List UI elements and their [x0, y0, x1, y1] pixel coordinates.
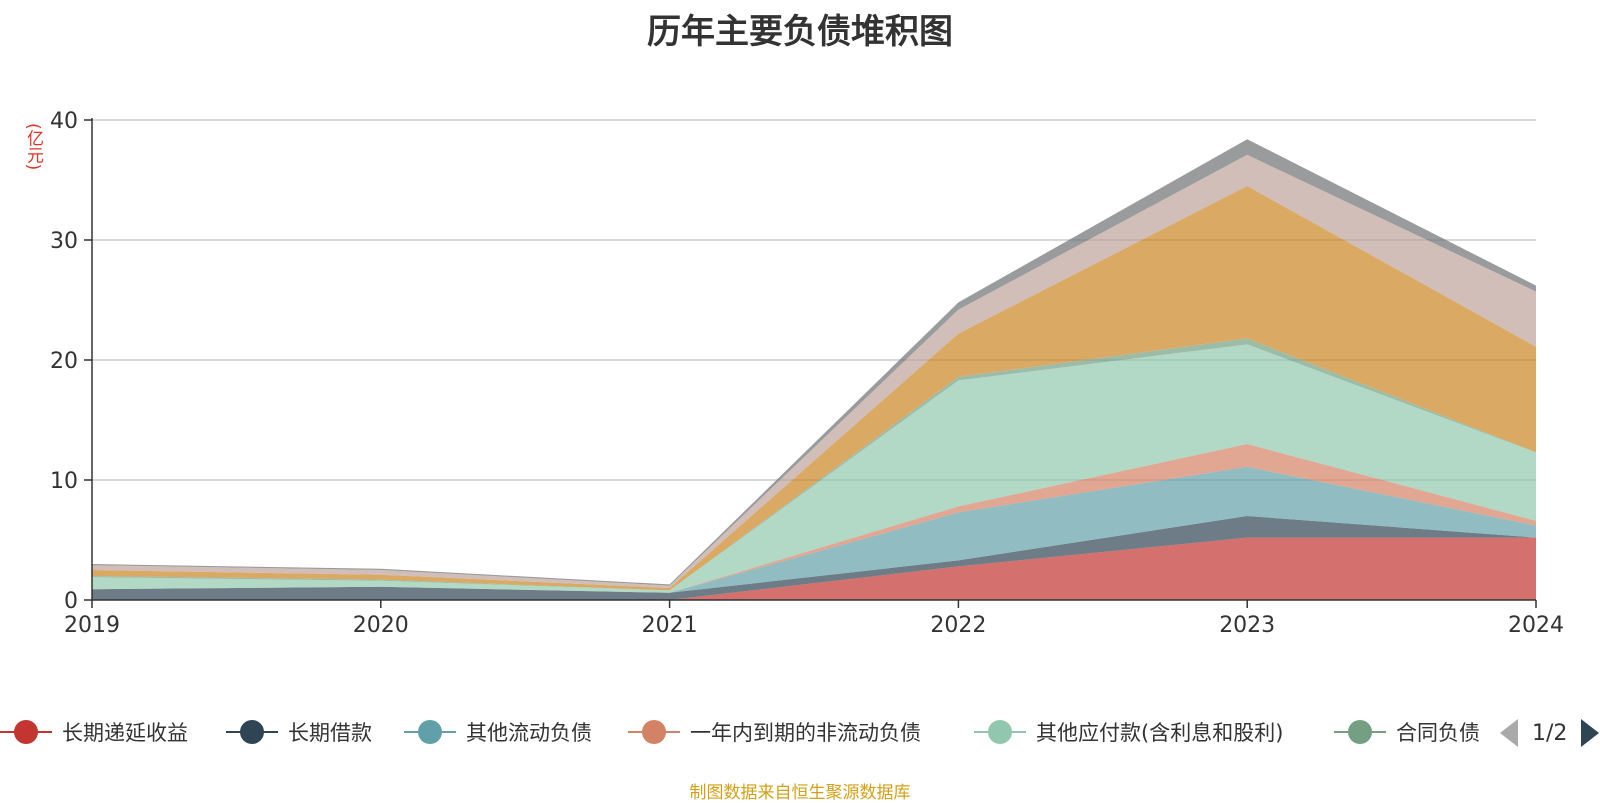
legend-item-4[interactable]: 其他应付款(含利息和股利) — [974, 712, 1283, 752]
legend-item-2[interactable]: 其他流动负债 — [404, 712, 592, 752]
legend-marker-icon — [226, 717, 278, 747]
legend-marker-icon — [1334, 717, 1386, 747]
legend-item-3[interactable]: 一年内到期的非流动负债 — [628, 712, 921, 752]
legend-item-5[interactable]: 合同负债 — [1334, 712, 1480, 752]
area-series-6 — [92, 186, 1536, 591]
legend-label: 合同负债 — [1396, 721, 1480, 745]
legend-label: 其他流动负债 — [466, 721, 592, 745]
legend-marker-icon — [974, 717, 1026, 747]
legend-item-1[interactable]: 长期借款 — [226, 712, 372, 752]
area-series-1 — [92, 516, 1536, 600]
legend-label: 一年内到期的非流动负债 — [690, 721, 921, 745]
y-axis-label: (亿元) — [23, 123, 43, 171]
legend-label: 长期借款 — [288, 721, 372, 745]
legend-items: 长期递延收益 长期借款 其他流动负债 一年内到期的非流动负债 其他应付款(含利息和股利)… — [0, 712, 1480, 752]
x-tick-label-3: 2022 — [930, 613, 986, 638]
legend-page-indicator: 1/2 — [1532, 720, 1568, 746]
legend-pager: 1/2 — [1500, 718, 1600, 748]
area-series-4 — [92, 344, 1536, 593]
x-tick-label-4: 2023 — [1219, 613, 1275, 638]
legend-item-0[interactable]: 长期递延收益 — [0, 712, 188, 752]
legend-next-arrow-icon[interactable] — [1581, 719, 1600, 747]
data-source-note: 制图数据来自恒生聚源数据库 — [689, 783, 911, 803]
legend-label: 长期递延收益 — [62, 721, 188, 745]
y-tick-label-3: 30 — [50, 229, 78, 254]
x-tick-label-5: 2024 — [1508, 613, 1564, 638]
area-series-0 — [92, 537, 1536, 600]
y-tick-label-0: 0 — [64, 589, 78, 614]
stacked-area-chart: 0 10 20 30 40 2019 2020 2021 2022 2023 2024 — [50, 109, 1564, 638]
y-tick-label-1: 10 — [50, 469, 78, 494]
legend-marker-icon — [404, 717, 456, 747]
legend-marker-icon — [0, 717, 52, 747]
area-series-2 — [92, 466, 1536, 593]
x-tick-label-2: 2021 — [642, 613, 698, 638]
x-tick-label-1: 2020 — [353, 613, 409, 638]
legend: 长期递延收益 长期借款 其他流动负债 一年内到期的非流动负债 其他应付款(含利息和股利)… — [0, 712, 1600, 752]
legend-label: 其他应付款(含利息和股利) — [1036, 721, 1284, 745]
legend-marker-icon — [628, 717, 680, 747]
y-tick-label-2: 20 — [50, 349, 78, 374]
y-tick-label-4: 40 — [50, 109, 78, 134]
x-tick-label-0: 2019 — [64, 613, 120, 638]
legend-prev-arrow-icon[interactable] — [1500, 719, 1518, 747]
chart-title: 历年主要负债堆积图 — [647, 12, 953, 52]
